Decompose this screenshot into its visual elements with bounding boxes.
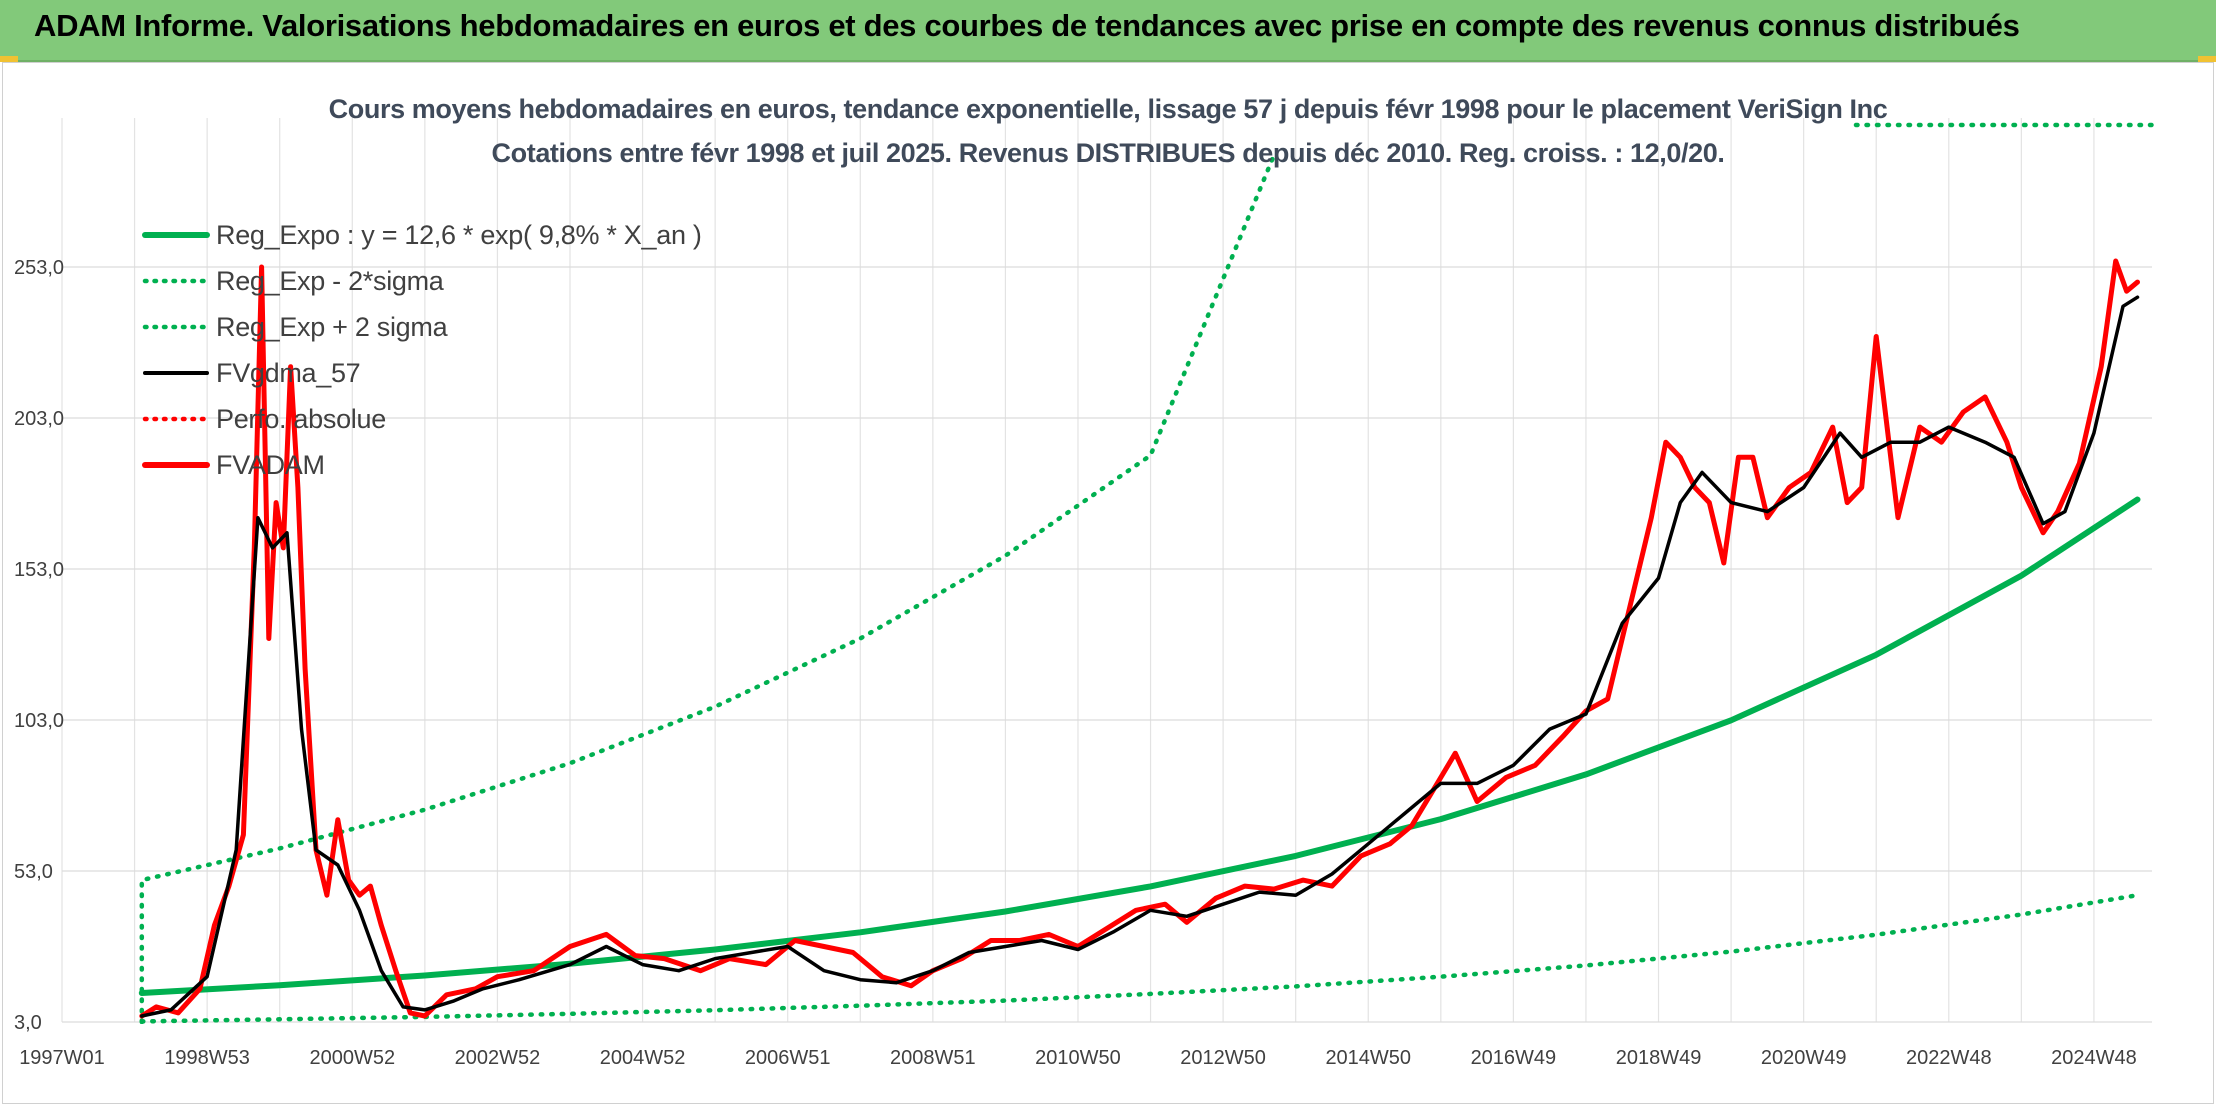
legend-label: FVADAM <box>216 449 325 480</box>
legend-label: Reg_Exp - 2*sigma <box>216 265 444 296</box>
x-tick-label: 1998W53 <box>164 1047 250 1069</box>
legend-label: Perfo. absolue <box>216 403 386 434</box>
x-tick-label: 2022W48 <box>1906 1047 1992 1069</box>
corner-mark-right <box>2198 56 2216 62</box>
x-tick-label: 2024W48 <box>2051 1047 2137 1069</box>
series-line-reg-expo <box>138 496 2141 996</box>
x-tick-label: 2002W52 <box>455 1047 541 1069</box>
x-tick-label: 2006W51 <box>745 1047 831 1069</box>
x-tick-label: 2020W49 <box>1761 1047 1847 1069</box>
y-tick-label: 103,0 <box>14 710 64 732</box>
legend-item: Reg_Expo : y = 12,6 * exp( 9,8% * X_an ) <box>142 212 702 258</box>
legend-label: Reg_Exp + 2 sigma <box>216 311 448 342</box>
chart-title: Cours moyens hebdomadaires en euros, ten… <box>328 94 1888 124</box>
legend-swatch <box>142 278 210 284</box>
legend-swatch <box>142 416 210 422</box>
chart-subtitle: Cotations entre févr 1998 et juil 2025. … <box>491 138 1725 168</box>
series-line-fvadam <box>139 258 2140 1019</box>
y-tick-label: 153,0 <box>14 559 64 581</box>
y-tick-label: 53,0 <box>14 861 53 883</box>
x-tick-label: 2004W52 <box>600 1047 686 1069</box>
x-tick-label: 2008W51 <box>890 1047 976 1069</box>
legend-item: FVgdma_57 <box>142 350 702 396</box>
x-tick-label: 2012W50 <box>1180 1047 1266 1069</box>
legend-swatch <box>143 371 209 375</box>
series-line-fvgdma-57 <box>140 295 2140 1018</box>
legend-item: Reg_Exp - 2*sigma <box>142 258 702 304</box>
header-bar: ADAM Informe. Valorisations hebdomadaire… <box>0 0 2216 62</box>
corner-mark-left <box>0 56 18 62</box>
x-tick-label: 2018W49 <box>1616 1047 1702 1069</box>
legend-item: Perfo. absolue <box>142 396 702 442</box>
chart-legend: Reg_Expo : y = 12,6 * exp( 9,8% * X_an )… <box>142 212 702 488</box>
x-tick-label: 1997W01 <box>19 1047 105 1069</box>
legend-swatch <box>142 232 210 238</box>
x-tick-label: 2010W50 <box>1035 1047 1121 1069</box>
x-tick-label: 2016W49 <box>1471 1047 1557 1069</box>
x-tick-label: 2000W52 <box>309 1047 395 1069</box>
legend-item: FVADAM <box>142 442 702 488</box>
series-line-reg-minus-2sigma <box>139 892 2140 1024</box>
y-tick-label: 3,0 <box>14 1012 42 1034</box>
y-tick-label: 203,0 <box>14 408 64 430</box>
series-line-reg-plus-2sigma <box>139 153 1277 1024</box>
x-tick-label: 2014W50 <box>1325 1047 1411 1069</box>
legend-item: Reg_Exp + 2 sigma <box>142 304 702 350</box>
legend-label: Reg_Expo : y = 12,6 * exp( 9,8% * X_an ) <box>216 219 702 250</box>
y-tick-label: 253,0 <box>14 257 64 279</box>
legend-label: FVgdma_57 <box>216 357 361 388</box>
legend-swatch <box>142 462 210 468</box>
legend-swatch <box>142 324 210 330</box>
page-title: ADAM Informe. Valorisations hebdomadaire… <box>34 8 2020 43</box>
